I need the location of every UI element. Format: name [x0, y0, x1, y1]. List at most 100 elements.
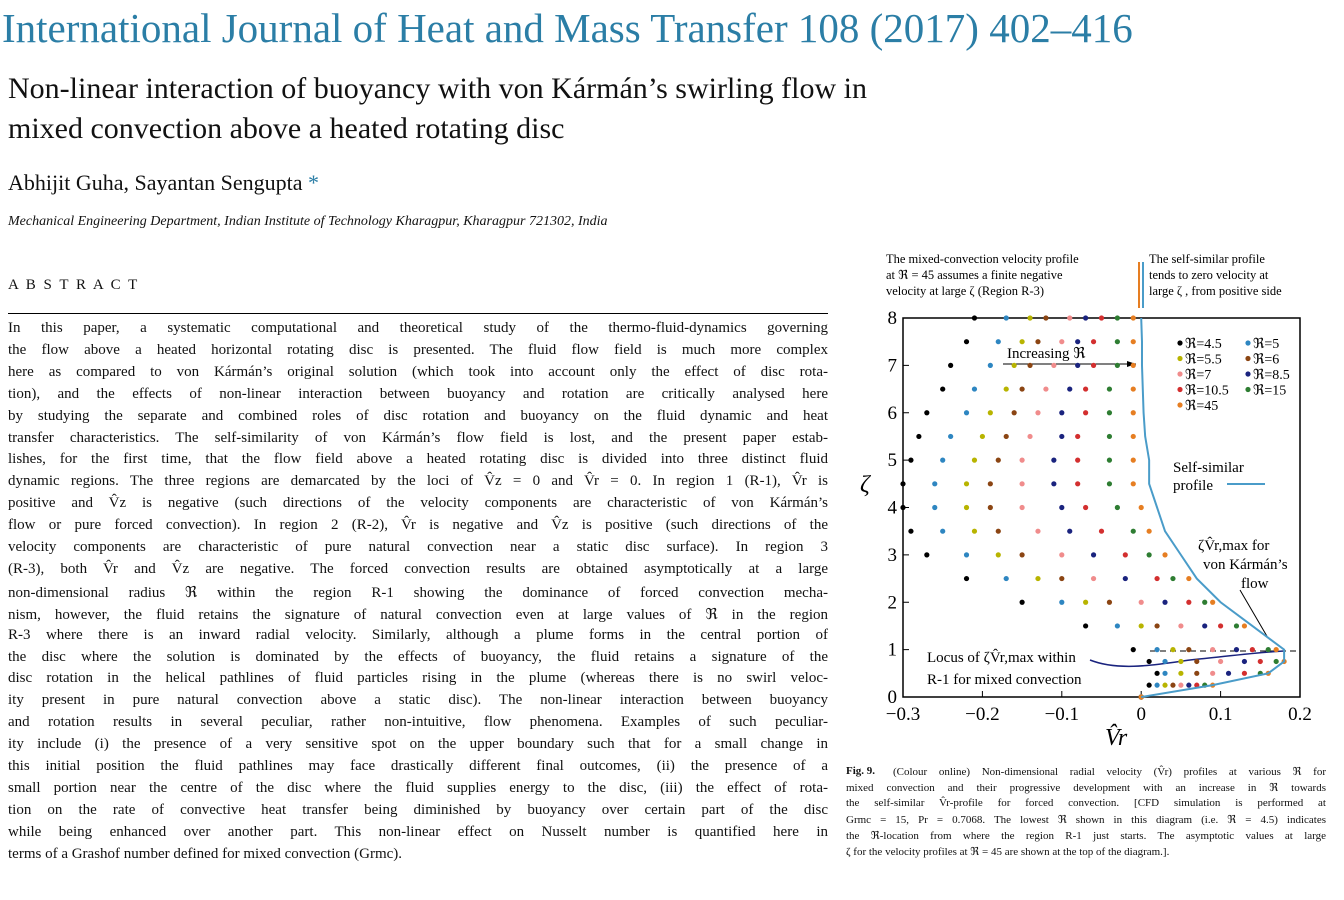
- data-point: [1051, 362, 1057, 368]
- data-point: [1138, 623, 1144, 629]
- data-point: [1241, 623, 1248, 629]
- abstract-line: lishes, for the first time, that the flo…: [8, 451, 828, 468]
- data-point: [1130, 386, 1136, 392]
- data-point: [1051, 457, 1057, 463]
- abstract-line: non-dimensional radius ℜ within the regi…: [8, 584, 828, 601]
- abstract-line: this initial position the fluid pathline…: [8, 758, 828, 774]
- data-point: [1210, 647, 1216, 653]
- data-point: [1218, 658, 1224, 665]
- y-tick-label: 3: [888, 545, 898, 566]
- data-point: [908, 457, 914, 463]
- x-tick-label: 0.1: [1209, 704, 1233, 725]
- abstract-line: nism, however, the fluid retains the sig…: [8, 606, 828, 623]
- data-point: [1249, 647, 1255, 653]
- data-point: [1130, 481, 1136, 487]
- title-line: Non-linear interaction of buoyancy with …: [8, 72, 867, 105]
- data-point: [1170, 575, 1176, 582]
- data-point: [1043, 386, 1049, 392]
- data-point: [940, 528, 946, 534]
- abstract-line: the flow above a heated horizontal rotat…: [8, 341, 828, 358]
- annotation: ζV̂r,max for: [1198, 537, 1269, 554]
- data-point: [1098, 315, 1105, 321]
- data-point: [1114, 315, 1120, 321]
- data-point: [1114, 339, 1120, 345]
- data-point: [1186, 599, 1192, 605]
- data-point: [1194, 658, 1200, 665]
- legend-marker: [1245, 355, 1251, 362]
- legend-label: ℜ=5: [1253, 337, 1279, 352]
- affiliation: Mechanical Engineering Department, India…: [8, 214, 608, 229]
- data-point: [1138, 504, 1144, 511]
- data-point: [1003, 433, 1009, 440]
- data-point: [1027, 315, 1033, 321]
- data-point: [948, 433, 954, 440]
- data-point: [1059, 410, 1065, 416]
- data-point: [1178, 682, 1184, 688]
- data-point: [924, 410, 930, 416]
- data-point: [1067, 386, 1073, 392]
- data-point: [963, 481, 970, 487]
- data-point: [1130, 410, 1136, 416]
- caption-line: ζ for the velocity profiles at ℜ = 45 ar…: [846, 846, 1170, 858]
- data-point: [1059, 339, 1065, 345]
- data-point: [1035, 339, 1041, 345]
- data-point: [971, 386, 978, 392]
- caption-line: the self-similar V̂r-profile for forced …: [846, 797, 1326, 809]
- data-point: [1186, 575, 1192, 582]
- data-point: [916, 433, 922, 440]
- caption-line: Grmc = 15, Pr = 0.7068. The lowest ℜ sho…: [846, 814, 1326, 826]
- abstract-line: In this paper, a systematic computationa…: [8, 320, 828, 336]
- legend-marker: [1177, 371, 1183, 377]
- y-tick-label: 6: [888, 403, 898, 424]
- abstract-line: disc rotation in the helical pathlines o…: [8, 670, 828, 687]
- data-point: [987, 410, 993, 416]
- data-point: [1178, 670, 1184, 676]
- data-point: [1202, 623, 1208, 629]
- data-point: [1241, 670, 1248, 676]
- data-point: [1035, 528, 1041, 534]
- data-point: [1106, 410, 1113, 416]
- abstract-line: (R-3), both V̂r and V̂z are negative. Th…: [8, 560, 828, 577]
- data-point: [1106, 599, 1113, 605]
- data-point: [1067, 315, 1073, 321]
- data-point: [1106, 433, 1113, 440]
- data-point: [1186, 647, 1192, 653]
- abstract-line: terms of a Grashof number defined for mi…: [8, 845, 403, 862]
- data-point: [1090, 575, 1097, 582]
- data-point: [1106, 457, 1113, 463]
- legend-marker: [1245, 386, 1251, 393]
- profile-line: [1140, 317, 1286, 698]
- data-point: [1090, 552, 1097, 558]
- abstract-line: ity present in pure natural convection a…: [8, 692, 828, 709]
- legend-label: ℜ=45: [1185, 399, 1218, 414]
- legend-label: ℜ=7: [1185, 368, 1211, 383]
- data-point: [1122, 575, 1128, 582]
- data-point: [1186, 682, 1192, 688]
- x-tick-label: −0.3: [886, 704, 920, 725]
- abstract-line: transfer characteristics. The self-simil…: [8, 429, 828, 446]
- data-point: [1059, 504, 1065, 511]
- note: The mixed-convection velocity profile: [886, 252, 1079, 266]
- data-point: [963, 575, 970, 582]
- data-point: [1011, 362, 1017, 368]
- data-point: [1083, 410, 1089, 416]
- data-point: [1194, 670, 1200, 676]
- data-point: [1210, 670, 1216, 676]
- data-point: [1003, 575, 1009, 582]
- legend-label: ℜ=4.5: [1185, 337, 1222, 352]
- x-tick-label: −0.2: [965, 704, 999, 725]
- note: at ℜ = 45 assumes a finite negative: [886, 268, 1063, 282]
- data-point: [1059, 433, 1065, 440]
- data-point: [1003, 315, 1009, 321]
- journal: International Journal of Heat and Mass T…: [2, 5, 1133, 51]
- caption-line: (Colour online) Non-dimensional radial v…: [893, 766, 1326, 778]
- data-point: [1202, 599, 1208, 605]
- data-point: [1138, 599, 1144, 605]
- data-point: [1146, 682, 1152, 688]
- y-axis-label: ζ: [860, 472, 872, 498]
- data-point: [1067, 528, 1073, 534]
- abstract-line: tion), and the effects of non-linear int…: [8, 385, 828, 402]
- data-point: [1178, 623, 1184, 629]
- data-point: [1146, 552, 1152, 558]
